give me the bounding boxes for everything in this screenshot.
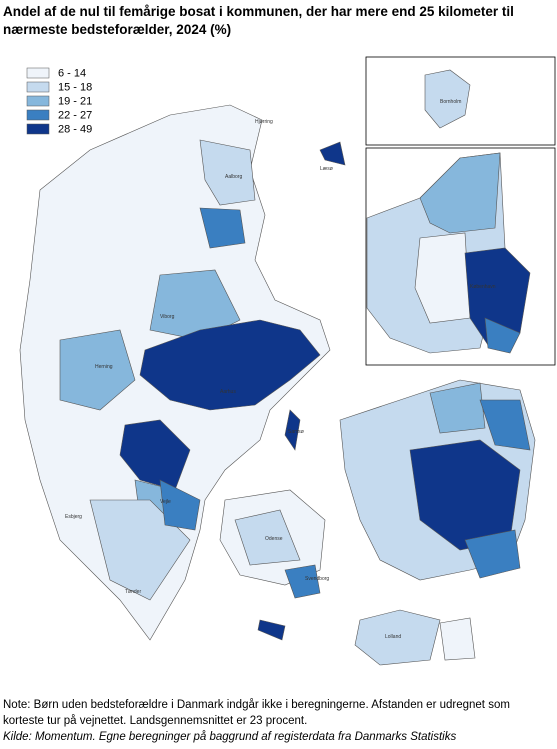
map-label: Lolland [385, 634, 401, 640]
region [429, 382, 486, 434]
map-label: Tønder [125, 589, 141, 595]
region [284, 409, 301, 451]
note: Note: Børn uden bedsteforældre i Danmark… [3, 699, 510, 727]
map-label: Læsø [320, 166, 333, 172]
legend-swatch [26, 109, 50, 121]
map-label: Samsø [288, 429, 304, 435]
legend-label: 28 - 49 [58, 123, 92, 135]
region [159, 479, 201, 531]
region [139, 319, 321, 411]
legend-swatch [26, 95, 50, 107]
region [199, 207, 246, 249]
legend: 6 - 14 15 - 18 19 - 21 22 - 27 28 - 49 [26, 67, 92, 135]
map-label: Herning [95, 364, 113, 370]
map-label: Vejle [160, 499, 171, 505]
map-label: Svendborg [305, 576, 329, 582]
legend-label: 19 - 21 [58, 95, 92, 107]
region [424, 69, 471, 129]
region [479, 399, 531, 451]
region [419, 152, 501, 234]
region [354, 609, 441, 666]
legend-swatch [26, 67, 50, 79]
region [199, 139, 256, 206]
legend-label: 6 - 14 [58, 67, 86, 79]
map-label: Esbjerg [65, 514, 82, 520]
legend-swatch [26, 123, 50, 135]
map-label: Hjørring [255, 119, 273, 125]
region [464, 529, 521, 579]
legend-label: 22 - 27 [58, 109, 92, 121]
map-label: Odense [265, 536, 283, 542]
region [319, 141, 346, 166]
map-labels: Hjørring Aalborg Viborg Aarhus Herning Vejle O… [65, 99, 496, 640]
region [59, 329, 136, 411]
map-label: Aarhus [220, 389, 236, 395]
source: Kilde: Momentum. Egne beregninger på bag… [3, 731, 457, 743]
map-label: København [470, 284, 496, 290]
title: Andel af de nul til femårige bosat i kom… [3, 4, 514, 37]
regions [19, 104, 536, 666]
region [414, 232, 471, 324]
legend-swatch [26, 81, 50, 93]
region [234, 509, 301, 566]
inset-regions [366, 152, 531, 354]
map-label: Aalborg [225, 174, 242, 180]
region [439, 617, 476, 661]
map-label: Viborg [160, 314, 175, 320]
region [284, 564, 321, 599]
region [484, 317, 521, 354]
map-label: Bornholm [440, 99, 461, 105]
map: Hjørring Aalborg Viborg Aarhus Herning Vejle O… [19, 56, 556, 666]
region [257, 619, 286, 641]
legend-label: 15 - 18 [58, 81, 92, 93]
